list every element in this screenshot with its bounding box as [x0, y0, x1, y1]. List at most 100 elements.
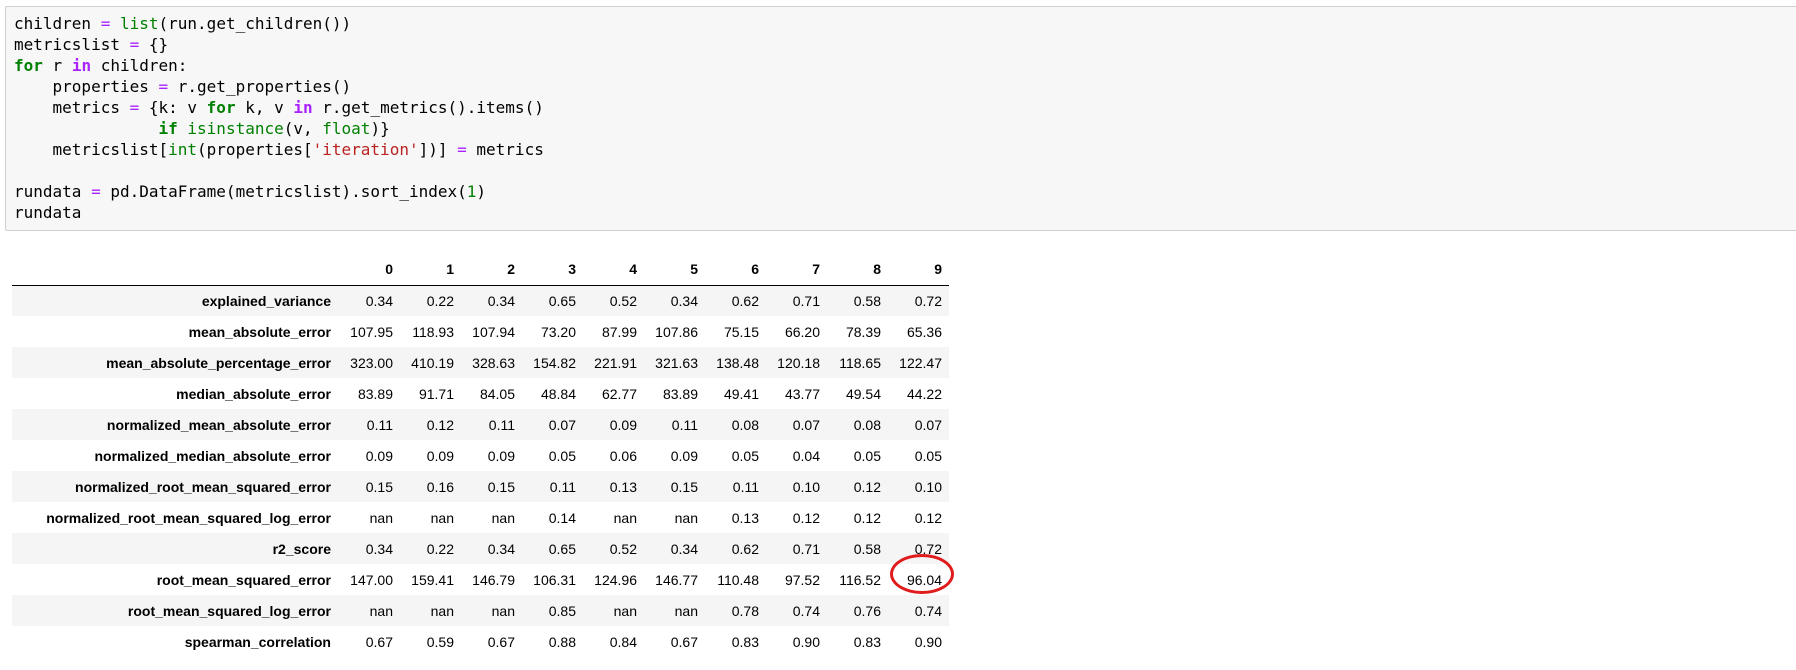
table-cell: 0.67 — [670, 633, 698, 650]
table-cell: 83.89 — [357, 385, 393, 402]
table-cell: 0.08 — [731, 416, 759, 433]
table-cell: 0.52 — [609, 540, 637, 557]
table-cell: 138.48 — [716, 354, 759, 371]
table-cell: 0.11 — [671, 416, 698, 433]
table-row: root_mean_squared_log_error nan nan nan 0.85… — [12, 595, 949, 626]
code-line-8 — [14, 160, 544, 181]
row-label: root_mean_squared_log_error — [127, 602, 331, 619]
row-label: mean_absolute_error — [188, 323, 331, 340]
table-row: explained_variance 0.34 0.22 0.34 0.65 0.52 0.… — [12, 285, 949, 316]
table-row: normalized_mean_absolute_error 0.11 0.12 0.… — [12, 409, 949, 440]
code-cell[interactable]: children = list(run.get_children())metri… — [5, 6, 1796, 231]
code-line-1: children = list(run.get_children()) — [14, 14, 352, 33]
table-cell: 0.05 — [731, 447, 759, 464]
table-cell: 0.72 — [914, 292, 942, 309]
table-cell: 0.11 — [366, 416, 393, 433]
table-cell: 0.85 — [548, 602, 576, 619]
table-cell: 0.09 — [487, 447, 515, 464]
table-cell: nan — [430, 509, 454, 526]
table-cell: 0.06 — [609, 447, 637, 464]
table-cell: 0.22 — [426, 292, 454, 309]
highlighted-value-text: 96.04 — [906, 571, 942, 588]
table-cell: 62.77 — [601, 385, 637, 402]
table-cell: 0.04 — [792, 447, 820, 464]
table-cell: 0.78 — [731, 602, 759, 619]
table-cell: 0.12 — [426, 416, 454, 433]
table-cell: 107.86 — [655, 323, 698, 340]
table-cell: 0.12 — [792, 509, 820, 526]
table-cell: 0.05 — [548, 447, 576, 464]
row-label: normalized_median_absolute_error — [94, 447, 331, 464]
code-line-2: metricslist = {} — [14, 35, 169, 54]
table-cell: 0.34 — [365, 292, 393, 309]
table-cell: 0.12 — [853, 478, 881, 495]
table-cell: nan — [613, 602, 637, 619]
table-cell: 0.15 — [487, 478, 515, 495]
code-line-6: if isinstance(v, float)} — [158, 119, 390, 138]
table-cell: 0.07 — [548, 416, 576, 433]
table-row: spearman_correlation 0.67 0.59 0.67 0.88 0.84… — [12, 626, 949, 657]
header-row: 0 1 2 3 4 5 6 7 8 9 — [12, 253, 949, 286]
code-editor[interactable]: children = list(run.get_children())metri… — [14, 13, 544, 223]
table-cell: 0.11 — [488, 416, 515, 433]
table-cell: 87.99 — [601, 323, 637, 340]
table-cell: nan — [613, 509, 637, 526]
table-cell: 323.00 — [350, 354, 393, 371]
table-cell: 84.05 — [479, 385, 515, 402]
table-cell: 83.89 — [662, 385, 698, 402]
column-header: 6 — [705, 253, 766, 286]
column-header: 1 — [400, 253, 461, 286]
table-cell: 124.96 — [594, 571, 637, 588]
row-label: mean_absolute_percentage_error — [106, 354, 331, 371]
index-header — [12, 253, 338, 286]
table-cell: 0.90 — [914, 633, 942, 650]
column-header: 2 — [461, 253, 522, 286]
table-cell: nan — [674, 602, 698, 619]
table-cell: 0.67 — [365, 633, 393, 650]
table-cell: 0.11 — [549, 478, 576, 495]
table-row: median_absolute_error 83.89 91.71 84.05 48.8… — [12, 378, 949, 409]
table-cell: 0.72 — [914, 540, 942, 557]
table-cell: 0.34 — [487, 540, 515, 557]
row-label: spearman_correlation — [184, 633, 331, 650]
table-cell: 0.09 — [609, 416, 637, 433]
table-row: root_mean_squared_error 147.00 159.41 146.7… — [12, 553, 954, 595]
table-row: mean_absolute_percentage_error 323.00 410.… — [12, 347, 949, 378]
column-header: 5 — [644, 253, 705, 286]
table-cell: 0.13 — [609, 478, 637, 495]
table-cell: 0.10 — [792, 478, 820, 495]
table-cell: nan — [369, 602, 393, 619]
table-cell: 0.15 — [670, 478, 698, 495]
table-cell: 44.22 — [906, 385, 942, 402]
code-line-7: metricslist[int(properties['iteration'])… — [14, 140, 544, 159]
table-cell: 0.07 — [792, 416, 820, 433]
table-cell: 0.83 — [731, 633, 759, 650]
row-label: normalized_mean_absolute_error — [106, 416, 331, 433]
table-cell: 116.52 — [839, 571, 881, 588]
table-cell: nan — [369, 509, 393, 526]
table-cell: 0.34 — [487, 292, 515, 309]
row-label: explained_variance — [201, 292, 331, 309]
table-cell: 0.58 — [853, 540, 881, 557]
table-cell: 0.08 — [853, 416, 881, 433]
table-cell: 0.71 — [792, 292, 820, 309]
table-cell: 110.48 — [717, 571, 759, 588]
column-header: 7 — [766, 253, 827, 286]
table-cell: 75.15 — [723, 323, 759, 340]
table-cell: 0.13 — [731, 509, 759, 526]
table-cell: 0.67 — [487, 633, 515, 650]
table-body: explained_variance 0.34 0.22 0.34 0.65 0.52 0.… — [12, 285, 954, 657]
code-line-5: metrics = {k: v for k, v in r.get_metric… — [14, 98, 544, 117]
table-cell: 0.16 — [426, 478, 454, 495]
row-label: root_mean_squared_error — [156, 571, 331, 588]
table-cell: 0.83 — [853, 633, 881, 650]
table-cell: 0.62 — [731, 540, 759, 557]
table-row: r2_score 0.34 0.22 0.34 0.65 0.52 0.34 0.62 0.71… — [12, 533, 949, 564]
table-cell: 65.36 — [906, 323, 942, 340]
table-cell: 0.58 — [853, 292, 881, 309]
row-label: median_absolute_error — [176, 385, 331, 402]
table-cell: 0.74 — [914, 602, 942, 619]
table-cell: 0.90 — [792, 633, 820, 650]
table-cell: 97.52 — [784, 571, 820, 588]
table-cell: 0.09 — [365, 447, 393, 464]
